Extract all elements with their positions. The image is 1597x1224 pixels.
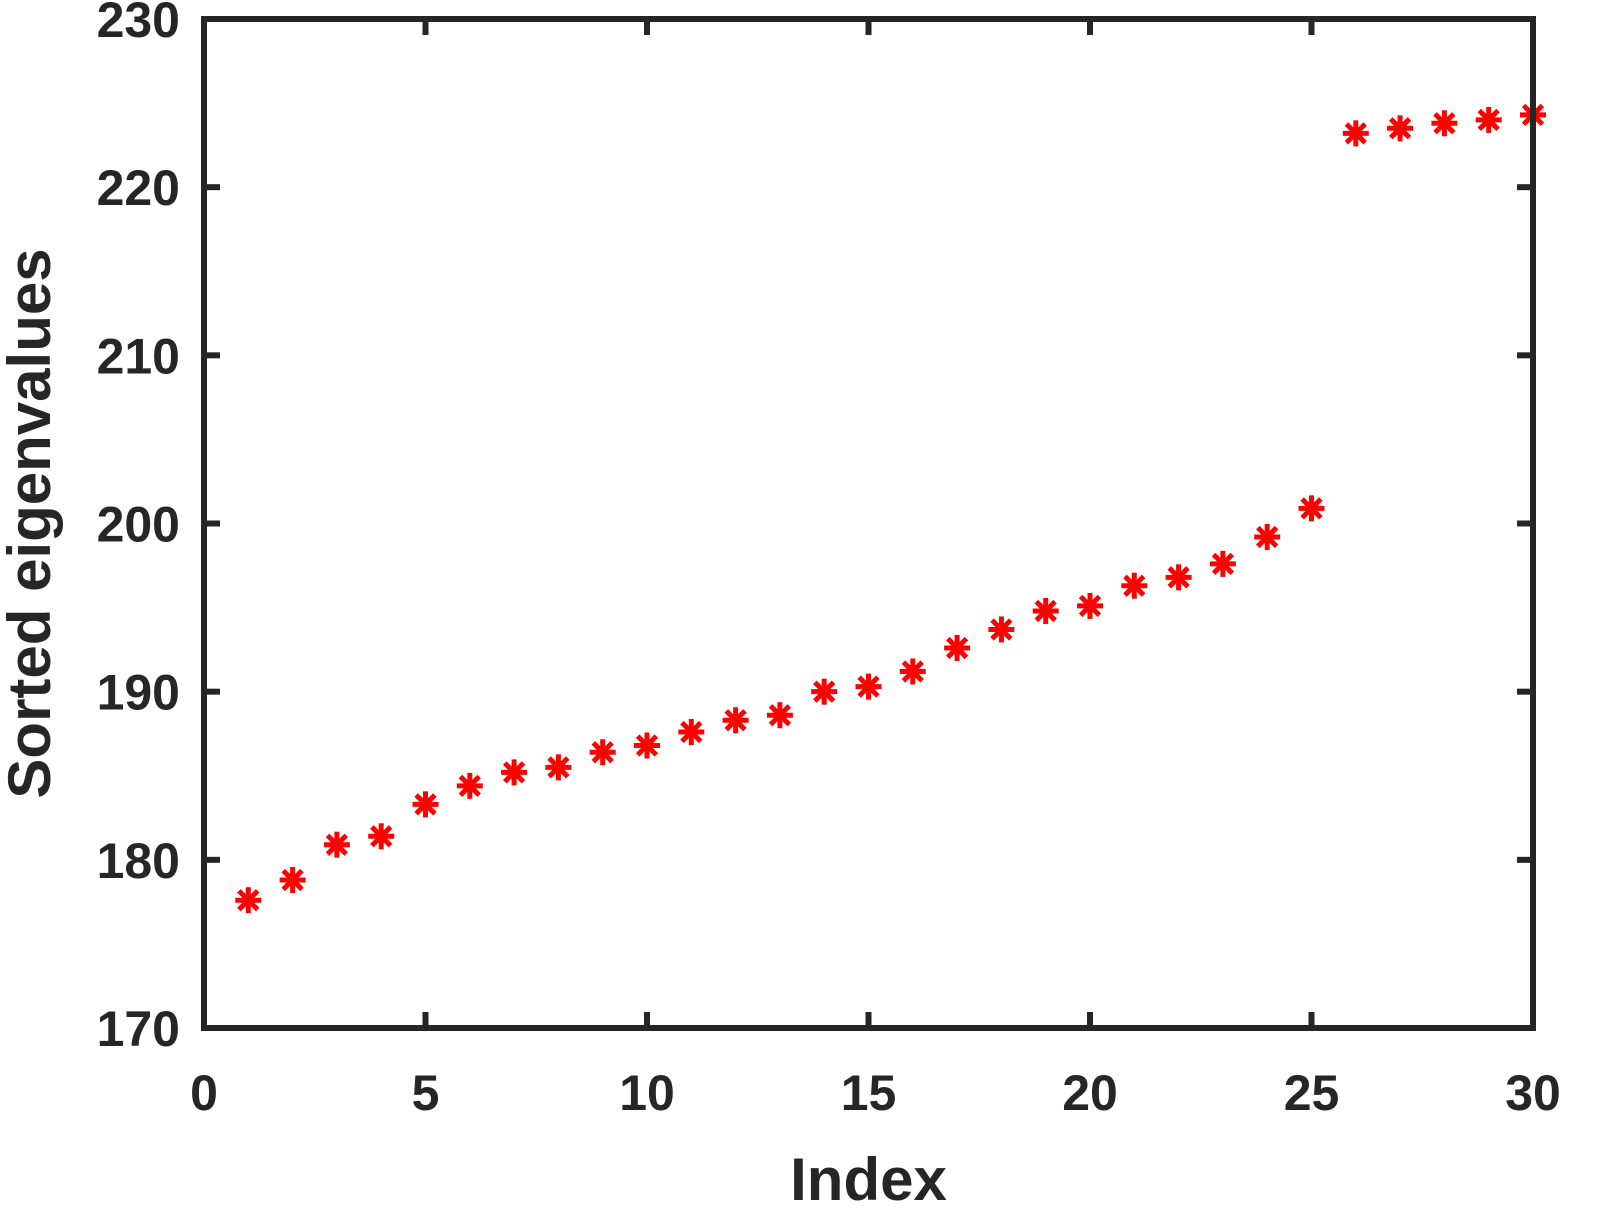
data-point bbox=[1298, 495, 1325, 522]
y-tick-label: 220 bbox=[97, 160, 180, 216]
x-tick-label: 20 bbox=[1062, 1065, 1118, 1121]
data-point bbox=[1431, 110, 1458, 137]
data-point bbox=[589, 739, 616, 766]
data-point bbox=[501, 759, 528, 786]
data-point bbox=[545, 754, 572, 781]
data-point bbox=[988, 616, 1015, 643]
data-point bbox=[412, 791, 439, 818]
data-point bbox=[1342, 120, 1369, 147]
x-tick-label: 25 bbox=[1284, 1065, 1340, 1121]
x-tick-label: 10 bbox=[619, 1065, 675, 1121]
data-point bbox=[1475, 106, 1502, 133]
axis-ticks bbox=[201, 16, 1536, 1031]
x-tick-label: 15 bbox=[841, 1065, 897, 1121]
data-point bbox=[456, 772, 483, 799]
data-point bbox=[855, 673, 882, 700]
x-tick-labels: 0 5 10 15 20 25 30 bbox=[190, 1065, 1561, 1121]
y-tick-label: 230 bbox=[97, 0, 180, 48]
data-point bbox=[1121, 572, 1148, 599]
data-point bbox=[1165, 564, 1192, 591]
data-point bbox=[235, 887, 262, 914]
data-point bbox=[1032, 597, 1059, 624]
data-point bbox=[678, 719, 705, 746]
y-tick-label: 180 bbox=[97, 833, 180, 889]
y-tick-label: 170 bbox=[97, 1001, 180, 1057]
plot-frame bbox=[201, 16, 1536, 1031]
data-point bbox=[279, 867, 306, 894]
data-point bbox=[1387, 115, 1414, 142]
x-tick-label: 0 bbox=[190, 1065, 218, 1121]
data-point bbox=[899, 658, 926, 685]
data-point bbox=[811, 678, 838, 705]
y-tick-label: 210 bbox=[97, 328, 180, 384]
x-tick-label: 30 bbox=[1505, 1065, 1561, 1121]
data-point bbox=[1254, 523, 1281, 550]
data-point bbox=[766, 702, 793, 729]
x-axis-label: Index bbox=[790, 1146, 947, 1213]
y-tick-label: 190 bbox=[97, 665, 180, 721]
y-tick-label: 200 bbox=[97, 497, 180, 553]
y-tick-labels: 170 180 190 200 210 220 230 bbox=[97, 0, 180, 1057]
data-point bbox=[368, 823, 395, 850]
y-axis-label: Sorted eigenvalues bbox=[0, 248, 63, 798]
data-point bbox=[634, 732, 660, 759]
data-point bbox=[1077, 592, 1103, 619]
data-points bbox=[235, 101, 1546, 914]
data-point bbox=[722, 707, 749, 734]
data-point bbox=[323, 831, 350, 858]
data-point bbox=[944, 634, 971, 661]
x-tick-label: 5 bbox=[412, 1065, 440, 1121]
data-point bbox=[1209, 550, 1236, 577]
